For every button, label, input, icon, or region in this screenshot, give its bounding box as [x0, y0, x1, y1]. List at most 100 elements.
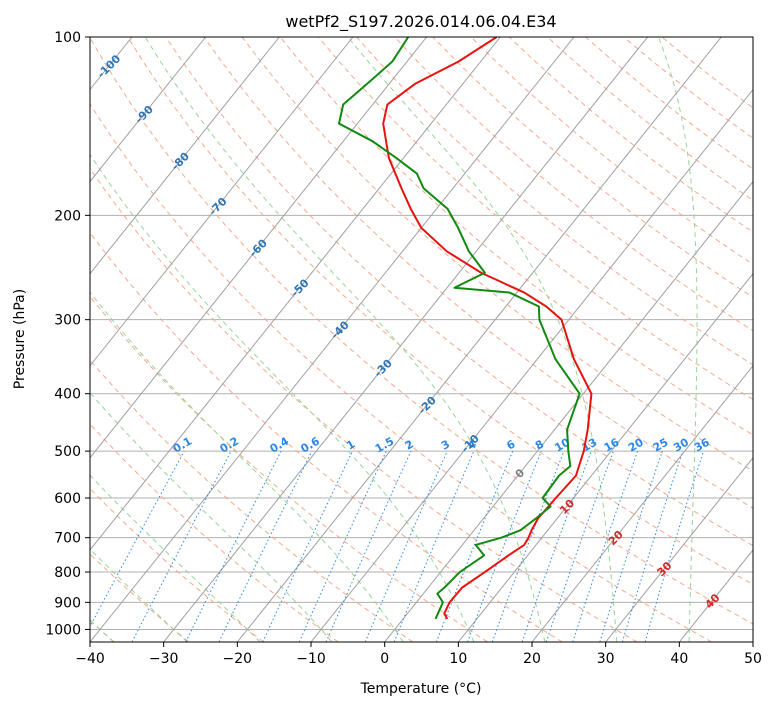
x-tick-label: 50	[744, 651, 762, 667]
chart-title: wetPf2_S197.2026.014.06.04.E34	[285, 12, 556, 32]
moist-adiabat	[144, 37, 546, 642]
y-tick-label: 800	[54, 565, 81, 581]
mixing-ratio-label: 30	[671, 435, 691, 454]
dry-adiabat	[127, 37, 753, 585]
isotherm-label: -40	[328, 318, 351, 341]
x-tick-label: 0	[380, 651, 389, 667]
x-tick-label: 40	[670, 651, 688, 667]
isotherm-label: -90	[133, 103, 156, 126]
mixing-ratio-label: 20	[626, 435, 646, 454]
isotherm-label: 40	[703, 591, 723, 611]
mixing-ratio-line	[521, 450, 592, 642]
isotherm-line	[163, 37, 649, 642]
isotherm-line	[90, 37, 501, 551]
moist-adiabat	[90, 153, 475, 642]
mixing-ratio-label: 1	[344, 438, 357, 453]
moist-adiabats	[90, 37, 698, 642]
mixing-ratio-label: 16	[602, 435, 622, 454]
dry-adiabat	[394, 37, 753, 332]
isotherm-line	[752, 641, 753, 642]
y-axis-label: Pressure (hPa)	[12, 289, 28, 389]
mixing-ratio-line	[393, 450, 475, 642]
isotherm-line	[90, 37, 575, 642]
mixing-ratio-line	[364, 450, 448, 642]
isotherm-line	[90, 37, 207, 183]
y-tick-label: 900	[54, 595, 81, 611]
isotherm-label: -70	[206, 195, 229, 218]
plot-area: 0.1 0.2 0.4 0.6 1 1.5 2 3 4 6 8 10 13 16 20 25 30 36 -100…	[90, 37, 753, 642]
dry-adiabat	[90, 167, 638, 642]
isotherm-line	[90, 37, 428, 459]
mixing-ratio-label: 0.6	[298, 434, 322, 455]
isotherm-label: -60	[247, 236, 270, 259]
mixing-ratio-line	[545, 450, 614, 642]
moist-adiabat	[90, 291, 404, 642]
dewpoint-profile-line	[337, 37, 581, 620]
mixing-ratio-label: 6	[504, 437, 517, 452]
mixing-ratio-label: 0.1	[171, 435, 194, 456]
isotherm-line	[457, 272, 753, 642]
moist-adiabat	[90, 548, 188, 642]
y-tick-label: 500	[54, 444, 81, 460]
isotherm-line	[384, 180, 753, 642]
dry-adiabat	[90, 295, 488, 642]
mixing-ratio-line	[262, 450, 353, 642]
x-tick-label: 30	[597, 651, 615, 667]
y-axis: 100 200 300 400 500 600 700 800 900 1000	[45, 30, 90, 638]
y-tick-label: 400	[54, 387, 81, 403]
y-tick-label: 1000	[45, 622, 81, 638]
isotherm-line	[678, 549, 753, 642]
dry-adiabat	[547, 37, 753, 201]
x-axis: −40 −30 −20 −10 0 10 20 30 40 50	[75, 642, 762, 667]
mixing-ratio-line	[644, 450, 705, 642]
y-tick-label: 600	[54, 491, 81, 507]
x-tick-label: 20	[523, 651, 541, 667]
dry-adiabat	[585, 37, 753, 170]
isotherm-label: 10	[557, 497, 577, 517]
dry-adiabats	[90, 37, 753, 642]
dry-adiabat	[90, 102, 712, 642]
moist-adiabat	[90, 474, 261, 642]
isotherm-label: -50	[288, 276, 311, 299]
isotherm-label: -20	[416, 393, 439, 416]
mixing-ratio-label: 2	[403, 438, 416, 453]
dry-adiabat	[90, 423, 339, 642]
mixing-ratio-label: 25	[651, 436, 671, 455]
dry-adiabat	[90, 487, 264, 642]
y-tick-label: 200	[54, 208, 81, 224]
dry-adiabat	[90, 553, 190, 642]
isotherm-line	[90, 37, 354, 367]
isotherm-line	[310, 88, 753, 642]
dry-adiabat	[279, 37, 753, 436]
isotherms	[90, 37, 753, 642]
mixing-ratio-label: 8	[533, 438, 546, 453]
x-axis-label: Temperature (°C)	[360, 681, 482, 697]
isotherm-line	[531, 364, 753, 642]
mixing-ratio-line	[435, 450, 514, 642]
mixing-ratio-line	[325, 450, 412, 642]
isotherm-label: -100	[95, 52, 124, 81]
mixing-ratio-line	[572, 450, 639, 642]
profile-series	[337, 37, 593, 620]
mixing-ratio-label: 1.5	[373, 435, 396, 456]
mixing-ratio-line	[90, 450, 185, 628]
dry-adiabat	[470, 37, 753, 266]
dry-adiabat	[90, 37, 753, 625]
y-tick-label: 100	[54, 30, 81, 46]
mixing-ratio-line	[491, 450, 565, 642]
dry-adiabat	[318, 37, 753, 401]
x-tick-label: −40	[75, 651, 105, 667]
moist-adiabat	[347, 37, 618, 642]
mixing-ratio-line	[467, 450, 542, 642]
isotherm-line	[605, 457, 753, 642]
mixing-ratio-line	[218, 450, 313, 642]
isotherm-label: -30	[372, 357, 395, 380]
moist-adiabat	[658, 37, 698, 642]
mixing-ratio-label: 0.4	[268, 434, 292, 455]
x-tick-label: −30	[149, 651, 179, 667]
dry-adiabat	[203, 37, 753, 509]
isotherm-line	[236, 37, 722, 642]
dry-adiabat	[508, 37, 753, 233]
x-tick-label: −10	[296, 651, 326, 667]
